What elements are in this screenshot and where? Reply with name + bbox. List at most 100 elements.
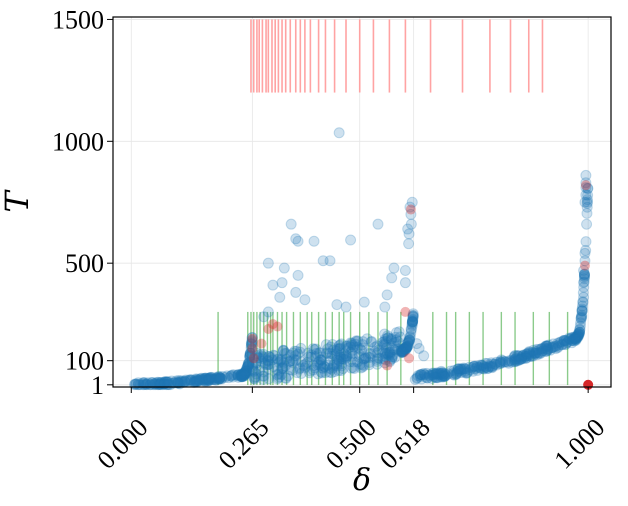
red-point (263, 323, 274, 334)
blue-point (236, 370, 248, 382)
x-axis-label: δ (353, 463, 371, 498)
blue-point (575, 311, 587, 323)
blue-point (389, 340, 401, 352)
blue-point (242, 359, 254, 371)
x-tick-label: 0.618 (374, 413, 436, 475)
blue-point (499, 356, 511, 368)
blue-point (378, 336, 390, 348)
blue-point (318, 360, 330, 372)
blue-point (392, 336, 404, 348)
blue-point (459, 363, 471, 375)
blue-point (576, 309, 588, 321)
blue-point (509, 350, 521, 362)
blue-point (246, 336, 258, 348)
blue-point (213, 371, 225, 383)
blue-point (234, 369, 246, 381)
blue-point (346, 344, 358, 356)
blue-point (345, 339, 357, 351)
blue-point (561, 336, 573, 348)
blue-point (509, 353, 521, 365)
blue-point (328, 358, 340, 370)
blue-point (533, 347, 545, 359)
blue-point (531, 349, 543, 361)
blue-point (245, 342, 257, 354)
blue-point (447, 368, 459, 380)
blue-point (137, 377, 149, 389)
y-tick-label: 1000 (52, 127, 104, 156)
blue-point (436, 367, 448, 379)
blue-point (284, 355, 296, 367)
blue-point (536, 343, 548, 355)
red-point (247, 333, 258, 344)
blue-point (345, 362, 357, 374)
blue-point (570, 332, 582, 344)
blue-point (480, 361, 492, 373)
blue-point (421, 372, 433, 384)
blue-point (397, 345, 409, 357)
blue-point (240, 365, 252, 377)
blue-point (239, 366, 251, 378)
blue-point (546, 342, 558, 354)
blue-point (250, 357, 262, 369)
blue-point (213, 373, 225, 385)
blue-point (468, 361, 480, 373)
blue-point (295, 356, 307, 368)
blue-point (482, 363, 494, 375)
blue-point (314, 360, 326, 372)
blue-point (381, 289, 393, 301)
blue-point (205, 371, 217, 383)
blue-point (239, 368, 251, 380)
blue-point (461, 367, 473, 379)
blue-point (197, 374, 209, 386)
blue-point (478, 360, 490, 372)
blue-point (262, 359, 274, 371)
blue-point (333, 340, 345, 352)
blue-point (250, 371, 262, 383)
blue-point (382, 330, 394, 342)
blue-point (578, 291, 590, 303)
blue-point (242, 361, 254, 373)
blue-point (397, 343, 409, 355)
blue-point (317, 255, 329, 267)
blue-point (390, 327, 402, 339)
blue-point (340, 352, 352, 364)
blue-point (313, 356, 325, 368)
blue-point (402, 340, 414, 352)
blue-point (263, 350, 275, 362)
blue-point (402, 340, 414, 352)
blue-point (581, 196, 593, 208)
blue-point (380, 335, 392, 347)
blue-point (402, 223, 414, 235)
blue-point (250, 357, 262, 369)
blue-point (396, 347, 408, 359)
blue-point (402, 337, 414, 349)
blue-point (581, 218, 593, 230)
blue-point (388, 262, 400, 274)
blue-point (273, 356, 285, 368)
blue-point (436, 371, 448, 383)
blue-point (295, 367, 307, 379)
blue-point (407, 308, 419, 320)
blue-point (314, 347, 326, 359)
blue-point (184, 374, 196, 386)
blue-point (246, 335, 258, 347)
blue-point (527, 344, 539, 356)
blue-point (419, 369, 431, 381)
blue-point (540, 345, 552, 357)
blue-point (575, 313, 587, 325)
blue-point (171, 377, 183, 389)
blue-point (206, 373, 218, 385)
blue-point (308, 235, 320, 247)
blue-point (149, 378, 161, 390)
blue-point (258, 366, 270, 378)
blue-point (180, 374, 192, 386)
blue-point (378, 347, 390, 359)
blue-point (312, 357, 324, 369)
blue-point (385, 335, 397, 347)
blue-point (294, 346, 306, 358)
blue-point (572, 330, 584, 342)
blue-point (547, 338, 559, 350)
blue-point (478, 361, 490, 373)
blue-point (377, 336, 389, 348)
blue-point (578, 264, 590, 276)
